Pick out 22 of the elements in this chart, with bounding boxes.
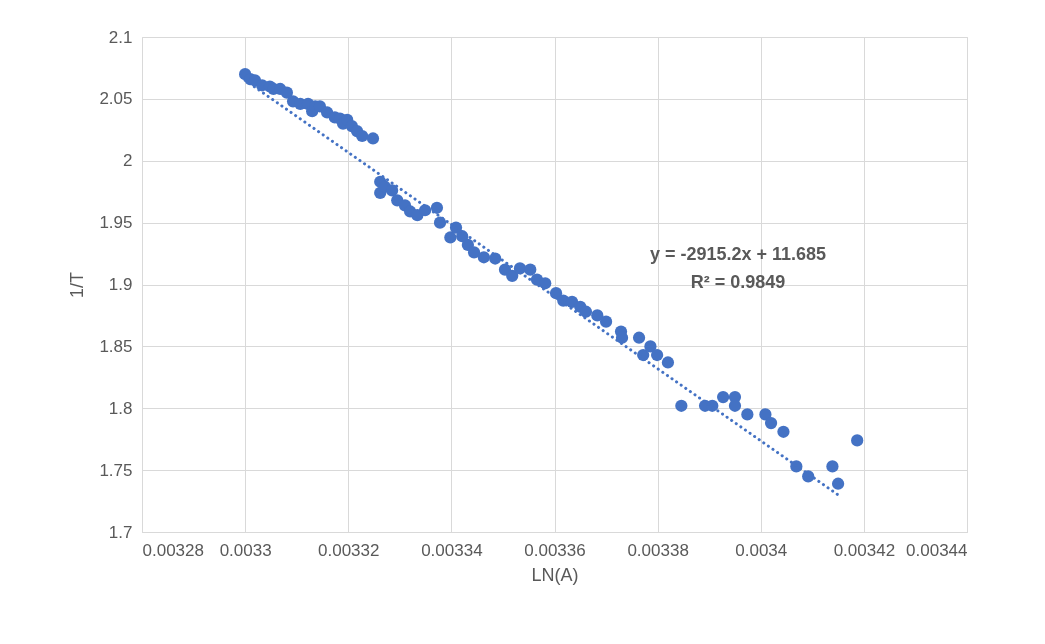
x-tick-label: 0.00334 [421,540,483,560]
y-tick-label: 2 [123,151,133,171]
x-tick-label: 0.00338 [627,540,689,560]
y-tick-label: 1.8 [108,398,133,418]
annotation: R² = 0.9849 [690,272,786,292]
y-tick-label: 1.75 [99,460,133,480]
x-tick-label: 0.0033 [219,540,272,560]
y-tick-label: 1.85 [99,336,133,356]
x-tick-label: 0.0034 [735,540,788,560]
y-axis-title: 1/T [67,271,88,299]
x-tick-label: 0.00342 [833,540,896,560]
y-tick-label: 1.9 [108,275,133,294]
y-tick-label: 1.7 [108,522,133,542]
x-tick-label: 0.00344 [906,540,968,560]
y-tick-label: 2.1 [108,27,133,47]
y-tick-label: 2.05 [99,89,133,109]
x-axis-title: LN(A) [531,564,579,585]
annotation: y = -2915.2x + 11.685 [649,244,827,264]
x-tick-label: 0.00332 [318,540,380,560]
x-tick-label: 0.00336 [524,540,586,560]
y-tick-label: 1.95 [99,213,133,233]
x-tick-label: 0.00328 [142,540,204,560]
